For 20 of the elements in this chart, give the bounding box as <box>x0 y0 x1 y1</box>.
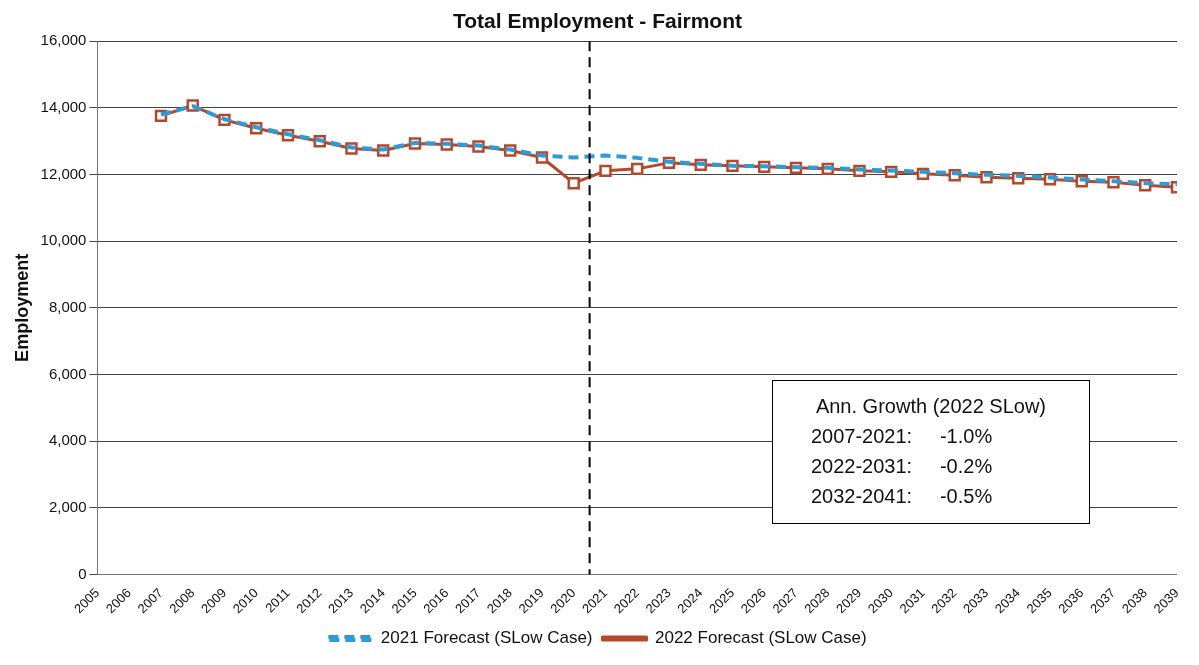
y-axis-title: Employment <box>11 253 32 362</box>
y-tick-label: 0 <box>78 564 87 582</box>
point <box>631 162 644 176</box>
y-tick-label: 16,000 <box>40 31 87 49</box>
annotation: Ann. Growth (2022 SLow) <box>814 393 1048 419</box>
y-tick-label: 12,000 <box>40 164 87 182</box>
annotation: 2032-2041: -0.5% <box>809 483 994 509</box>
y-tick-label: 2,000 <box>48 498 87 515</box>
annotation: 2007-2021: -1.0% <box>809 423 994 449</box>
y-tick-label: 14,000 <box>40 98 87 116</box>
point <box>567 177 580 190</box>
annotation: 2022-2031: -0.2% <box>809 453 994 479</box>
y-tick-label: 10,000 <box>40 231 87 249</box>
chart-title: Total Employment - Fairmont <box>453 9 742 33</box>
legend-label: 2021 Forecast (SLow Case) <box>380 628 593 648</box>
y-tick-label: 4,000 <box>48 431 87 449</box>
legend-label: 2022 Forecast (SLow Case) <box>655 628 867 648</box>
point <box>599 164 612 178</box>
y-tick-label: 6,000 <box>48 364 87 382</box>
y-tick-label: 8,000 <box>48 298 87 315</box>
